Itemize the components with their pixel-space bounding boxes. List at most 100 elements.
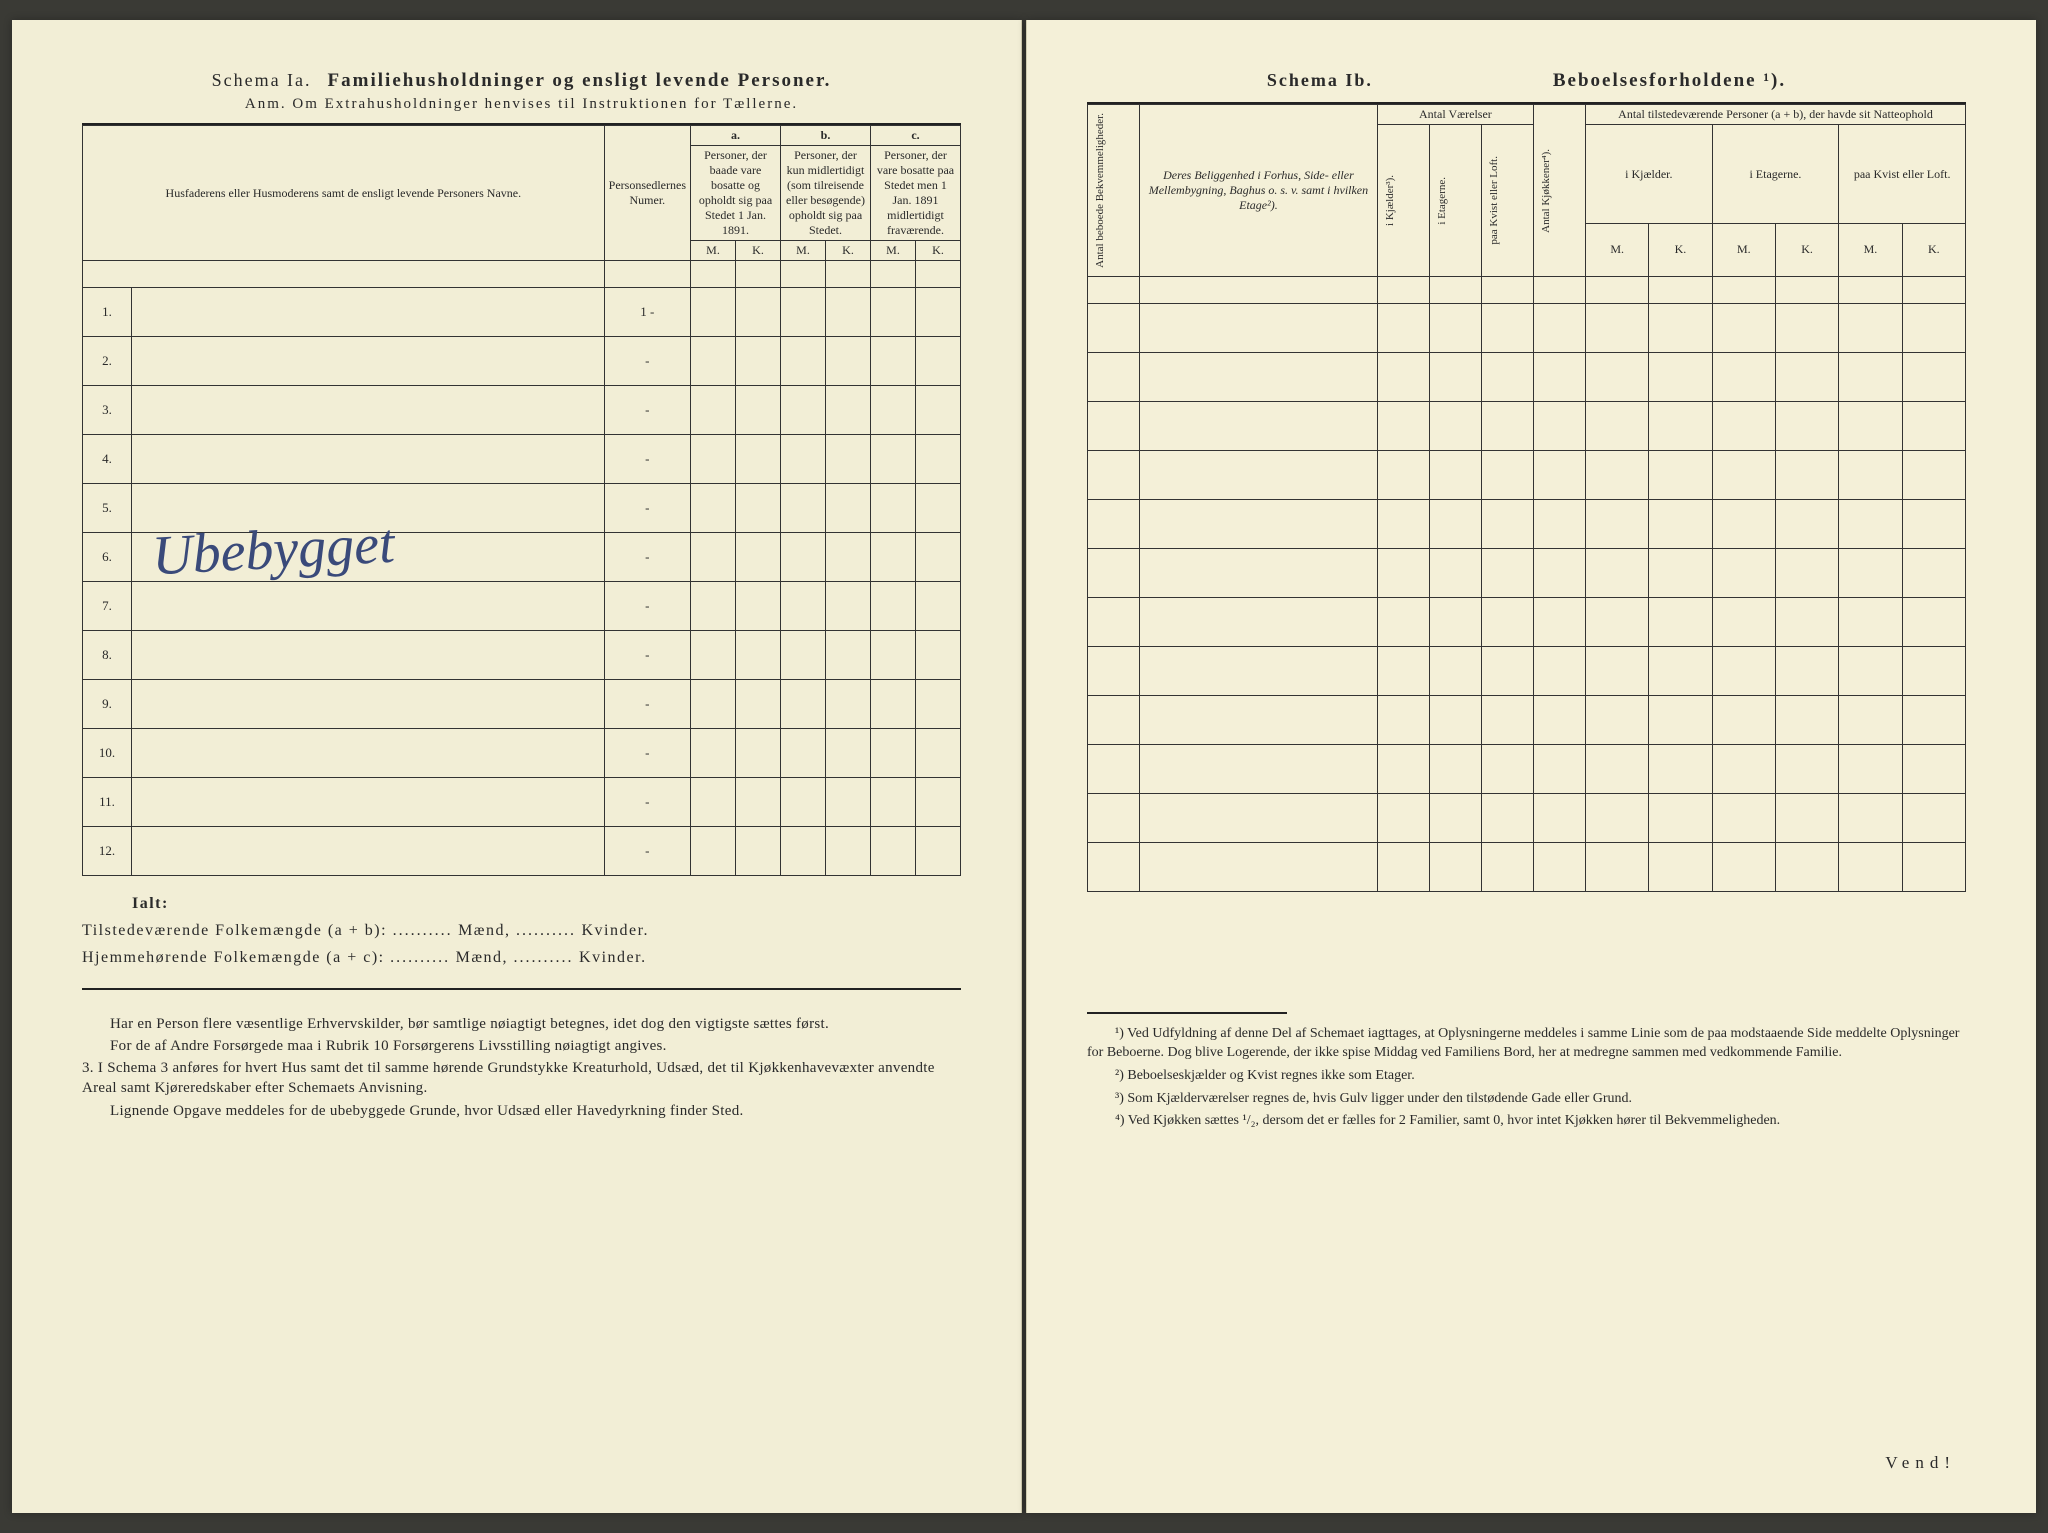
col-a-k: K.	[736, 241, 781, 261]
personsedler-cell: -	[604, 729, 690, 778]
summary-line-2: Hjemmehørende Folkemængde (a + c): .....…	[82, 944, 961, 971]
name-cell	[132, 631, 605, 680]
row-number: 7.	[83, 582, 132, 631]
footnote-3: ³) Som Kjælderværelser regnes de, hvis G…	[1087, 1089, 1966, 1109]
document-spread: Schema Ia. Familiehusholdninger og ensli…	[0, 0, 2048, 1533]
table-row: 10. -	[83, 729, 961, 778]
table-row	[1088, 842, 1966, 891]
personsedler-cell: -	[604, 435, 690, 484]
name-cell	[132, 680, 605, 729]
right-page: Schema Ib. Beboelsesforholdene ¹). Antal…	[1026, 20, 2036, 1513]
schema-1b-title: Beboelsesforholdene ¹).	[1553, 70, 1786, 92]
antal-vaerelser-header: Antal Værelser	[1377, 105, 1533, 125]
table-row	[1088, 646, 1966, 695]
summary-block: Ialt: Tilstedeværende Folkemængde (a + b…	[82, 890, 961, 972]
table-row: 6.-	[83, 533, 961, 582]
instr-p3: 3. I Schema 3 anføres for hvert Hus samt…	[82, 1058, 961, 1099]
table-row	[1088, 352, 1966, 401]
table-row	[1088, 793, 1966, 842]
schema-1a-title: Familiehusholdninger og ensligt levende …	[328, 70, 832, 91]
col-personsedler-header: Personsedlernes Numer.	[604, 126, 690, 261]
group-c-header: c.	[871, 126, 961, 146]
schema-1a-label: Schema Ia.	[212, 70, 312, 90]
personsedler-cell: -	[604, 337, 690, 386]
table-row	[1088, 499, 1966, 548]
schema-1b-table: Antal beboede Bekvemmeligheder. Deres Be…	[1087, 104, 1966, 892]
col-v-kjaelder: i Kjælder³).	[1377, 125, 1429, 277]
table-row: 7. -	[83, 582, 961, 631]
sub-etagerne: i Etagerne.	[1712, 125, 1839, 224]
sub-kjaelder: i Kjælder.	[1586, 125, 1713, 224]
table-row: 2. -	[83, 337, 961, 386]
row-number: 5.	[83, 484, 132, 533]
row-number: 12.	[83, 827, 132, 876]
group-b-header: b.	[781, 126, 871, 146]
table-row	[1088, 597, 1966, 646]
col-b-k: K.	[826, 241, 871, 261]
instructions-block: Har en Person flere væsentlige Erhvervsk…	[82, 1014, 961, 1121]
summary-line-1: Tilstedeværende Folkemængde (a + b): ...…	[82, 917, 961, 944]
table-row: 9.-	[83, 680, 961, 729]
col-c-k: K.	[916, 241, 961, 261]
table-row	[1088, 450, 1966, 499]
table-row	[1088, 744, 1966, 793]
footnote-2: ²) Beboelseskjælder og Kvist regnes ikke…	[1087, 1066, 1966, 1086]
table-row: 5.-	[83, 484, 961, 533]
instr-p2: For de af Andre Forsørgede maa i Rubrik …	[82, 1036, 961, 1056]
personsedler-cell: -	[604, 386, 690, 435]
p-kv-k: K.	[1902, 224, 1965, 277]
row-number: 11.	[83, 778, 132, 827]
table-row: 8. -	[83, 631, 961, 680]
name-cell	[132, 435, 605, 484]
group-a-header: a.	[691, 126, 781, 146]
row-number: 4.	[83, 435, 132, 484]
row-number: 1.	[83, 288, 132, 337]
sub-kvist: paa Kvist eller Loft.	[1839, 125, 1966, 224]
group-a-desc: Personer, der baade vare bosatte og opho…	[691, 146, 781, 241]
antal-personer-header: Antal tilstedeværende Personer (a + b), …	[1586, 105, 1966, 125]
table-row: 12. -	[83, 827, 961, 876]
col-v-etagerne: i Etagerne.	[1429, 125, 1481, 277]
summary-rule	[82, 988, 961, 990]
name-cell	[132, 533, 605, 582]
table-row: 4. -	[83, 435, 961, 484]
row-number: 10.	[83, 729, 132, 778]
name-cell	[132, 288, 605, 337]
personsedler-cell: -	[604, 533, 690, 582]
row-number: 3.	[83, 386, 132, 435]
p-kj-k: K.	[1649, 224, 1712, 277]
instr-p1: Har en Person flere væsentlige Erhvervsk…	[82, 1014, 961, 1034]
col-b-m: M.	[781, 241, 826, 261]
personsedler-cell: -	[604, 631, 690, 680]
name-cell	[132, 582, 605, 631]
col-v-kvist: paa Kvist eller Loft.	[1481, 125, 1533, 277]
group-b-desc: Personer, der kun midlertidigt (som tilr…	[781, 146, 871, 241]
personsedler-cell: -	[604, 778, 690, 827]
anm-note: Anm. Om Extrahusholdninger henvises til …	[82, 96, 961, 113]
row-number: 8.	[83, 631, 132, 680]
p-et-k: K.	[1775, 224, 1838, 277]
table-row: 1. 1 -	[83, 288, 961, 337]
left-page: Schema Ia. Familiehusholdninger og ensli…	[12, 20, 1022, 1513]
name-cell	[132, 386, 605, 435]
footnote-4: ⁴) Ved Kjøkken sættes ¹/₂, dersom det er…	[1087, 1111, 1966, 1131]
col-antal-bekv: Antal beboede Bekvemmeligheder.	[1088, 105, 1140, 277]
row-number: 2.	[83, 337, 132, 386]
col-names-header: Husfaderens eller Husmoderens samt de en…	[83, 126, 605, 261]
col-beliggenhed: Deres Beliggenhed i Forhus, Side- eller …	[1140, 105, 1378, 277]
p-et-m: M.	[1712, 224, 1775, 277]
footnote-rule	[1087, 1012, 1287, 1014]
personsedler-cell: -	[604, 827, 690, 876]
table-row: 11. -	[83, 778, 961, 827]
personsedler-cell: 1 -	[604, 288, 690, 337]
name-cell	[132, 337, 605, 386]
p-kv-m: M.	[1839, 224, 1902, 277]
table-row: 3. -	[83, 386, 961, 435]
table-row	[1088, 401, 1966, 450]
schema-1a-table: Husfaderens eller Husmoderens samt de en…	[82, 125, 961, 876]
personsedler-cell: -	[604, 582, 690, 631]
col-c-m: M.	[871, 241, 916, 261]
name-cell	[132, 729, 605, 778]
name-cell	[132, 484, 605, 533]
table-row	[1088, 303, 1966, 352]
